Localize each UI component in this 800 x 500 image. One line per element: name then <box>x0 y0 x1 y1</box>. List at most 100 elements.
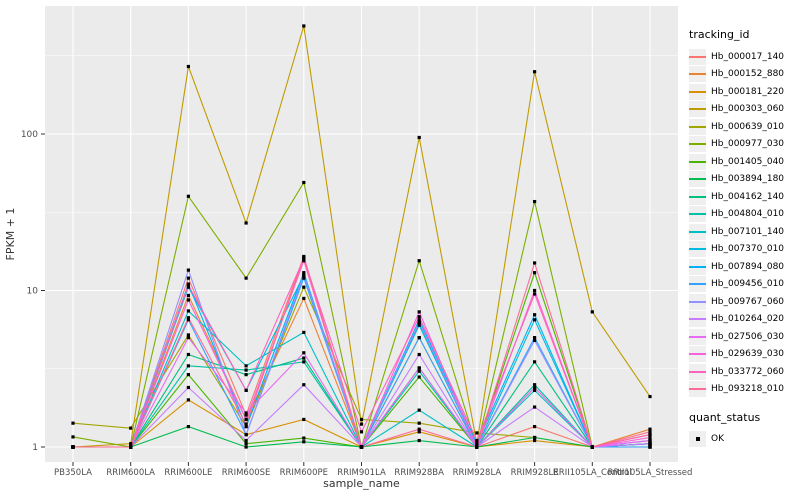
data-point <box>417 438 421 443</box>
legend: tracking_id Hb_000017_140 Hb_000152_880 Hb… <box>689 28 799 448</box>
x-tick-label: RRIM928LE <box>511 468 559 478</box>
data-point <box>417 352 421 357</box>
legend-line-icon <box>689 125 706 128</box>
y-axis-title: FPKM + 1 <box>4 208 17 261</box>
legend-item-Hb_000303_060: Hb_000303_060 <box>689 101 799 119</box>
legend-item-label: Hb_029639_030 <box>711 349 785 360</box>
data-point <box>186 373 190 377</box>
legend-line-icon <box>689 160 706 163</box>
legend-item-label: Hb_000303_060 <box>711 104 785 115</box>
quant-key-swatch <box>689 430 706 447</box>
legend-key-swatch <box>689 363 706 380</box>
data-point <box>244 433 248 437</box>
legend-key-swatch <box>689 153 706 170</box>
legend-items: Hb_000017_140 Hb_000152_880 Hb_000181_220 H… <box>689 48 799 398</box>
data-point <box>302 351 306 355</box>
legend-key-swatch <box>689 328 706 345</box>
data-point <box>533 70 537 74</box>
data-point <box>533 405 537 409</box>
legend-key-swatch <box>689 188 706 205</box>
data-point <box>533 435 537 440</box>
legend-item-Hb_010264_020: Hb_010264_020 <box>689 311 799 329</box>
data-point <box>533 383 537 387</box>
data-point <box>244 422 248 426</box>
legend-line-icon <box>689 335 706 338</box>
x-tick-label: RRIM600LA <box>106 468 155 478</box>
data-point <box>186 283 190 287</box>
legend-item-label: Hb_003894_180 <box>711 174 785 185</box>
data-point <box>359 430 364 434</box>
legend-line-icon <box>689 353 706 356</box>
data-point <box>533 288 537 293</box>
data-point <box>302 360 306 364</box>
legend-key-swatch <box>689 223 706 240</box>
legend-line-icon <box>689 370 706 373</box>
x-tick-label: PB350LA <box>54 468 92 478</box>
data-point <box>533 438 537 443</box>
legend-line-icon <box>689 230 706 233</box>
y-tick-label: 100 <box>21 130 38 140</box>
legend-item-label: Hb_001405_040 <box>711 156 785 167</box>
legend-line-icon <box>689 73 706 76</box>
legend-key-swatch <box>689 381 706 398</box>
data-point <box>417 315 421 319</box>
data-point <box>244 425 248 429</box>
data-point <box>302 440 306 444</box>
data-point <box>186 333 190 337</box>
legend-item-Hb_009456_010: Hb_009456_010 <box>689 276 799 294</box>
data-point <box>417 320 421 324</box>
legend-item-label: Hb_009767_060 <box>711 296 785 307</box>
data-point <box>302 285 306 289</box>
data-point <box>244 221 248 225</box>
data-point <box>359 422 364 426</box>
data-point <box>475 442 479 446</box>
x-tick-label: RRIM928BA <box>394 468 444 478</box>
data-point <box>417 135 421 140</box>
data-point <box>244 411 248 415</box>
data-point <box>533 271 537 275</box>
data-point <box>186 398 190 402</box>
data-point <box>648 442 652 446</box>
data-point <box>244 364 248 368</box>
legend-item-label: Hb_000181_220 <box>711 86 785 97</box>
data-point <box>302 276 306 280</box>
x-tick-label: RRIM928LA <box>453 468 502 478</box>
data-point <box>417 430 421 434</box>
data-point <box>244 368 248 372</box>
legend-item-label: Hb_010264_020 <box>711 314 785 325</box>
data-point <box>186 293 190 298</box>
data-point <box>417 366 421 370</box>
legend-item-label: Hb_007894_080 <box>711 261 785 272</box>
legend-item-label: Hb_000152_880 <box>711 69 785 80</box>
legend-line-icon <box>689 90 706 93</box>
legend-item-Hb_007101_140: Hb_007101_140 <box>689 223 799 241</box>
legend-key-swatch <box>689 293 706 310</box>
legend-item-Hb_009767_060: Hb_009767_060 <box>689 293 799 311</box>
data-point <box>302 330 306 334</box>
data-point <box>302 436 306 440</box>
data-point <box>417 336 421 340</box>
data-point <box>186 298 190 302</box>
data-point <box>475 431 479 435</box>
legend-key-swatch <box>689 171 706 188</box>
data-point <box>417 318 421 322</box>
data-point <box>533 318 537 322</box>
data-point <box>244 445 248 449</box>
x-axis-title: sample_name <box>323 477 400 490</box>
data-point <box>244 388 248 392</box>
legend-line-icon <box>689 195 706 198</box>
legend-item-label: Hb_093218_010 <box>711 384 785 395</box>
legend-item-Hb_003894_180: Hb_003894_180 <box>689 171 799 189</box>
data-point <box>475 438 479 443</box>
x-tick-label: RRIM600SE <box>222 468 271 478</box>
data-point <box>302 180 306 185</box>
legend-title-tracking-id: tracking_id <box>689 28 750 41</box>
legend-line-icon <box>689 143 706 146</box>
legend-key-swatch <box>689 48 706 65</box>
data-point <box>244 417 248 422</box>
data-point <box>533 385 537 390</box>
x-tick-label: RRIM600PE <box>280 468 328 478</box>
data-point <box>302 256 306 260</box>
